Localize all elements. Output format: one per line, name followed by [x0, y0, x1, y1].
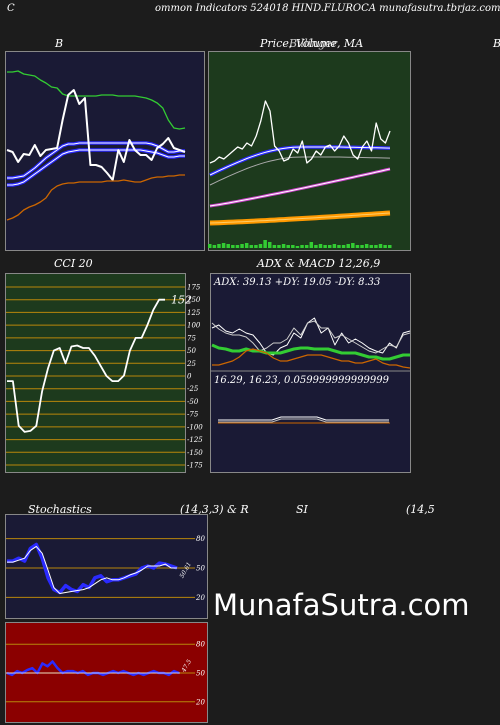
stoch-params: (14,3,3) & R	[180, 503, 249, 516]
rsi-tick-label: 20	[195, 698, 205, 706]
volume-bar	[272, 245, 277, 248]
volume-bar	[309, 242, 314, 248]
bollinger-price-line	[6, 89, 186, 181]
price-line	[209, 100, 391, 164]
volume-bar	[304, 245, 309, 248]
volume-bar	[374, 245, 378, 248]
macd-readout: 16.29, 16.23, 0.059999999999999	[214, 375, 390, 386]
volume-bar	[341, 245, 346, 248]
edge-letter: B	[493, 37, 500, 50]
bollinger-middle-core	[7, 142, 185, 179]
adx-line	[211, 343, 410, 361]
cci-tick-label: -175	[187, 462, 203, 470]
cci-tick-label: -125	[187, 436, 203, 444]
volume-bar	[300, 245, 304, 248]
adx-plus-dy	[211, 317, 411, 356]
rsi-tick-label: 80	[196, 641, 205, 649]
adx-macd-chart: ADX: 39.13 +DY: 19.05 -DY: 8.33 16.29, 16…	[210, 273, 411, 473]
volume-bar	[231, 245, 235, 248]
header-title: ommon Indicators 524018 HIND.FLUROCA mun…	[155, 3, 500, 14]
macd-signal-line	[218, 418, 389, 423]
volume-bar	[369, 245, 374, 248]
cci-tick-label: -75	[187, 411, 199, 419]
volume-bar	[221, 243, 226, 248]
cci-tick-label: 0	[187, 373, 192, 381]
stoch-tick-label: 50	[196, 565, 205, 573]
cci-tick-label: -25	[187, 385, 199, 393]
volume-bar	[208, 244, 212, 248]
bollinger-upper-line	[7, 70, 186, 130]
cci-tick-label: 175	[187, 284, 201, 292]
rsi-params: (14,5	[406, 503, 435, 516]
price-title: Price, Volume, MA	[260, 37, 364, 50]
volume-bar	[388, 245, 392, 248]
volume-bar	[212, 245, 217, 248]
volume-bar	[364, 244, 369, 248]
volume-bar	[295, 246, 300, 248]
cci-tick-label: 50	[187, 347, 196, 355]
volume-bar	[217, 244, 221, 248]
price-ma-long-core	[209, 212, 391, 224]
volume-bar	[314, 245, 318, 248]
volume-bar	[337, 245, 341, 248]
cci-tick-label: -50	[187, 398, 199, 406]
cci-chart: 175 150 125 100 75 50 25 0 -25 -50 -75 -100 -125 -150…	[5, 273, 203, 473]
stoch-tick-label: 80	[196, 535, 205, 543]
cci-tick-label: 125	[187, 309, 201, 317]
cci-tick-label: 25	[186, 360, 196, 368]
bollinger-orange-line	[6, 174, 185, 221]
volume-bar	[323, 245, 327, 248]
price-title-overlap: Billinger	[289, 37, 338, 50]
price-ma-grey	[209, 156, 391, 186]
cci-title: CCI 20	[54, 257, 93, 270]
rsi-title: SI	[296, 503, 308, 516]
volume-bar	[383, 245, 387, 248]
bollinger-chart	[5, 51, 205, 251]
volume-bar	[240, 244, 244, 248]
volume-bar	[332, 244, 337, 248]
adx-minus-dy	[211, 320, 411, 354]
stoch-tick-label: 20	[195, 594, 205, 602]
cci-tick-label: 150	[187, 296, 201, 304]
watermark: MunafaSutra.com	[213, 588, 470, 622]
header-letter: C	[7, 3, 15, 14]
volume-bar	[291, 245, 295, 248]
volume-bar	[328, 245, 332, 248]
stoch-d-line	[7, 545, 177, 594]
cci-tick-label: 100	[187, 322, 201, 330]
bollinger-title: B	[55, 37, 64, 50]
volume-bar	[281, 244, 286, 248]
volume-bar	[351, 243, 355, 248]
volume-bar	[355, 245, 360, 248]
adx-macd-title: ADX & MACD 12,26,9	[257, 257, 381, 270]
volume-bar	[226, 244, 230, 248]
volume-bar	[378, 244, 383, 248]
volume-bar	[360, 245, 364, 248]
cci-tick-label: -100	[187, 423, 203, 431]
volume-bar	[235, 245, 240, 248]
cci-last-value: 152	[171, 294, 192, 307]
volume-bar	[254, 245, 258, 248]
adx-orange-line	[212, 348, 411, 369]
cci-tick-label: -150	[187, 449, 203, 457]
volume-bar	[318, 244, 323, 248]
adx-readout: ADX: 39.13 +DY: 19.05 -DY: 8.33	[213, 277, 380, 288]
cci-tick-label: 75	[187, 334, 196, 342]
volume-bar	[249, 245, 254, 248]
volume-bar	[268, 242, 272, 248]
volume-bar	[244, 243, 249, 248]
volume-bar	[346, 244, 350, 248]
macd-line	[218, 416, 389, 421]
cci-line	[7, 298, 165, 433]
price-ma-mid-core	[209, 168, 391, 207]
volume-bar	[258, 244, 263, 248]
price-volume-ma-chart	[208, 51, 411, 251]
stoch-title: Stochastics	[28, 503, 92, 516]
volume-bar	[286, 245, 290, 248]
volume-bar	[263, 240, 267, 248]
volume-bar	[277, 245, 281, 248]
rsi-tick-label: 50	[196, 670, 205, 678]
